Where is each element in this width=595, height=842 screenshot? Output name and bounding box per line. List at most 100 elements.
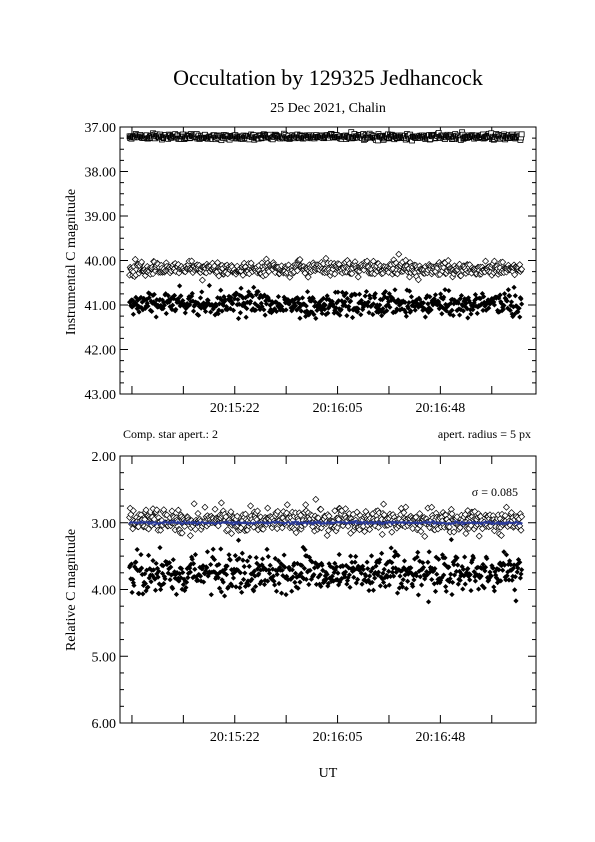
data-point bbox=[515, 565, 521, 571]
data-point bbox=[482, 564, 489, 570]
data-point bbox=[461, 573, 467, 579]
data-point bbox=[381, 566, 387, 572]
data-point bbox=[216, 561, 222, 568]
data-point bbox=[413, 570, 419, 577]
data-point bbox=[448, 300, 454, 306]
data-point bbox=[157, 526, 165, 534]
data-point bbox=[511, 271, 519, 279]
data-point bbox=[278, 303, 285, 309]
data-point bbox=[220, 302, 226, 308]
x-tick-label: 20:16:05 bbox=[313, 730, 363, 745]
data-point bbox=[153, 560, 159, 567]
data-point bbox=[311, 572, 317, 578]
data-point bbox=[432, 292, 439, 298]
data-point bbox=[151, 291, 157, 298]
data-point bbox=[510, 573, 516, 579]
data-point bbox=[401, 558, 408, 564]
data-point bbox=[168, 572, 174, 578]
data-point bbox=[278, 561, 284, 567]
data-point bbox=[387, 304, 393, 310]
data-point bbox=[403, 309, 409, 316]
data-point bbox=[274, 507, 282, 515]
data-point bbox=[223, 572, 230, 578]
data-point bbox=[449, 591, 455, 598]
data-point bbox=[502, 503, 510, 511]
data-point bbox=[259, 303, 265, 310]
data-point bbox=[326, 561, 332, 567]
data-point bbox=[170, 302, 176, 308]
data-point bbox=[156, 581, 162, 587]
data-point bbox=[469, 557, 475, 563]
data-point bbox=[358, 312, 364, 318]
data-point bbox=[505, 569, 511, 575]
data-point bbox=[338, 306, 344, 313]
data-point bbox=[417, 527, 425, 535]
y-tick-label: 5.00 bbox=[92, 650, 117, 665]
data-point bbox=[208, 309, 214, 315]
data-point bbox=[474, 310, 480, 316]
y-tick-label: 43.00 bbox=[85, 388, 117, 403]
data-point bbox=[337, 564, 344, 570]
data-point bbox=[170, 557, 176, 563]
y-tick-label: 42.00 bbox=[85, 344, 117, 359]
data-point bbox=[451, 562, 457, 568]
data-point bbox=[458, 571, 465, 577]
data-point bbox=[307, 567, 313, 573]
data-point bbox=[325, 580, 332, 587]
data-point bbox=[409, 581, 415, 587]
data-point bbox=[229, 583, 235, 589]
data-point bbox=[183, 520, 186, 523]
data-point bbox=[379, 576, 385, 582]
data-point bbox=[446, 579, 453, 585]
data-point bbox=[253, 307, 259, 313]
data-point bbox=[187, 569, 193, 575]
data-point bbox=[470, 307, 476, 313]
data-point bbox=[317, 524, 325, 532]
data-point bbox=[226, 552, 232, 558]
data-point bbox=[437, 579, 443, 586]
data-point bbox=[270, 573, 276, 579]
data-point bbox=[210, 546, 216, 552]
data-point bbox=[189, 290, 195, 297]
data-point bbox=[372, 575, 378, 581]
data-point bbox=[144, 296, 150, 303]
relative-panel: 2.00 3.00 4.00 5.00 6.00 20:15:22 20:16:05 20:1… bbox=[64, 450, 537, 781]
data-point bbox=[368, 568, 374, 574]
data-point bbox=[442, 555, 448, 561]
data-point bbox=[379, 313, 385, 319]
data-point bbox=[224, 526, 232, 534]
data-point bbox=[423, 295, 429, 301]
data-point bbox=[518, 131, 525, 138]
data-point bbox=[256, 571, 262, 577]
data-point bbox=[267, 562, 273, 568]
data-point bbox=[500, 560, 506, 566]
data-point bbox=[318, 583, 324, 589]
data-point bbox=[230, 575, 237, 581]
data-point bbox=[491, 302, 498, 308]
data-point bbox=[341, 572, 347, 578]
data-point bbox=[149, 572, 155, 578]
data-point bbox=[486, 305, 492, 311]
data-point bbox=[495, 577, 501, 583]
data-point bbox=[428, 307, 434, 313]
data-point bbox=[413, 573, 420, 579]
data-point bbox=[246, 563, 252, 569]
data-point bbox=[458, 307, 464, 313]
data-point bbox=[290, 574, 296, 580]
data-point bbox=[274, 571, 280, 577]
data-point bbox=[493, 572, 499, 578]
data-point bbox=[292, 303, 299, 309]
data-point bbox=[408, 294, 415, 300]
data-point bbox=[293, 522, 296, 525]
data-point bbox=[327, 303, 333, 309]
data-point bbox=[516, 305, 522, 311]
comp-star-aperture-note: Comp. star apert.: 2 bbox=[123, 427, 218, 441]
data-point bbox=[236, 301, 242, 307]
data-point bbox=[346, 303, 352, 310]
data-point bbox=[344, 295, 351, 302]
data-point bbox=[339, 576, 345, 582]
data-point bbox=[465, 565, 471, 572]
data-point bbox=[342, 574, 348, 580]
data-point bbox=[253, 554, 259, 561]
data-point bbox=[236, 555, 242, 562]
